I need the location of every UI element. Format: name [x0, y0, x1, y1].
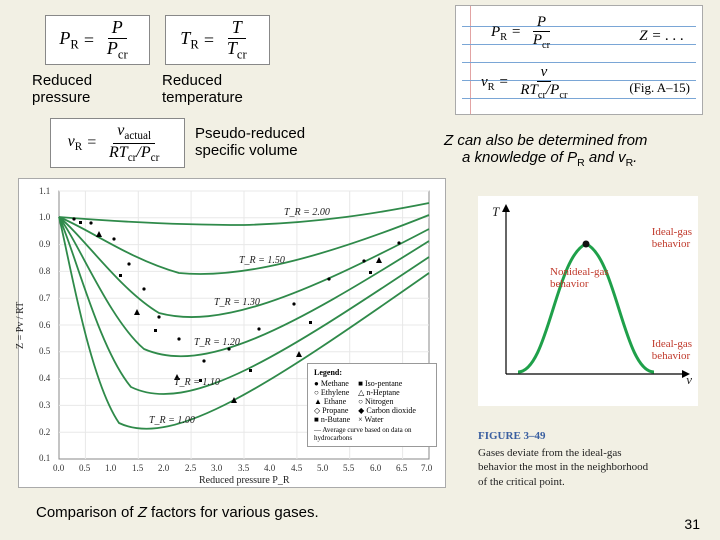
- tr-lhs: TR: [180, 28, 198, 53]
- ytick: 0.5: [39, 346, 50, 356]
- ytick: 1.0: [39, 212, 50, 222]
- xtick: 6.5: [396, 463, 407, 473]
- xtick: 1.0: [105, 463, 116, 473]
- ytick: 0.7: [39, 293, 50, 303]
- diagram-ideal-label-right: Ideal-gasbehavior: [652, 338, 692, 362]
- xtick: 5.5: [343, 463, 354, 473]
- ytick: 1.1: [39, 186, 50, 196]
- tr-label-1: T_R = 1.50: [239, 255, 285, 266]
- xtick: 7.0: [421, 463, 432, 473]
- z-note: Z can also be determined from a knowledg…: [444, 132, 647, 169]
- xtick: 2.5: [185, 463, 196, 473]
- figure-caption-text: Gases deviate from the ideal-gas behavio…: [478, 446, 708, 489]
- xtick: 1.5: [132, 463, 143, 473]
- y-axis-label: Z = Pv / RT: [15, 302, 26, 349]
- equation-tr: TR = T Tcr: [165, 15, 270, 65]
- xtick: 2.0: [158, 463, 169, 473]
- tr-frac: T Tcr: [223, 18, 251, 62]
- label-pseudo-reduced: Pseudo-reduced specific volume: [195, 125, 305, 159]
- xtick: 4.5: [291, 463, 302, 473]
- diagram-y-axis: T: [492, 204, 499, 220]
- xtick: 0.5: [79, 463, 90, 473]
- ytick: 0.4: [39, 373, 50, 383]
- notes-fig: (Fig. A–15): [629, 80, 690, 96]
- chart-caption: Comparison of Z factors for various gase…: [36, 504, 319, 521]
- tr-label-4: T_R = 1.10: [174, 377, 220, 388]
- ytick: 0.1: [39, 453, 50, 463]
- label-reduced-pressure: Reduced pressure: [32, 72, 92, 106]
- equation-pr: PR = P Pcr: [45, 15, 150, 65]
- tr-label-3: T_R = 1.20: [194, 337, 240, 348]
- chart-legend: Legend: ● Methane ○ Ethylene ▲ Ethane ◇ …: [307, 363, 437, 447]
- tr-label-5: T_R = 1.00: [149, 415, 195, 426]
- xtick: 5.0: [317, 463, 328, 473]
- equation-vr: vR = vactual RTcr/Pcr: [50, 118, 185, 168]
- ytick: 0.8: [39, 266, 50, 276]
- ideal-gas-diagram: T v Ideal-gasbehavior Nonideal-gasbehavi…: [478, 196, 698, 406]
- page-number: 31: [684, 516, 700, 532]
- xtick: 3.0: [211, 463, 222, 473]
- xtick: 6.0: [370, 463, 381, 473]
- xtick: 4.0: [264, 463, 275, 473]
- diagram-x-axis: v: [686, 372, 692, 388]
- pr-lhs: PR: [59, 28, 78, 53]
- diagram-nonideal-label: Nonideal-gasbehavior: [550, 266, 609, 290]
- notes-eq2: vR = vRTcr/Pcr: [481, 64, 576, 101]
- x-axis-label: Reduced pressure P_R: [199, 475, 290, 486]
- ytick: 0.6: [39, 320, 50, 330]
- tr-label-2: T_R = 1.30: [214, 297, 260, 308]
- label-reduced-temperature: Reduced temperature: [162, 72, 243, 106]
- figure-number: FIGURE 3–49: [478, 430, 546, 442]
- xtick: 0.0: [53, 463, 64, 473]
- vr-lhs: vR: [68, 133, 83, 153]
- tr-label-0: T_R = 2.00: [284, 207, 330, 218]
- pr-frac: P Pcr: [103, 18, 132, 62]
- xtick: 3.5: [238, 463, 249, 473]
- notes-box: PR = PPcr Z = . . . vR = vRTcr/Pcr (Fig.…: [455, 5, 703, 115]
- notes-z: Z = . . .: [639, 28, 684, 45]
- ytick: 0.2: [39, 427, 50, 437]
- ytick: 0.3: [39, 400, 50, 410]
- vr-frac: vactual RTcr/Pcr: [105, 122, 163, 164]
- diagram-ideal-label-top: Ideal-gasbehavior: [652, 226, 692, 250]
- notes-eq1: PR = PPcr: [491, 14, 558, 51]
- ytick: 0.9: [39, 239, 50, 249]
- z-factor-chart: T_R = 2.00 T_R = 1.50 T_R = 1.30 T_R = 1…: [18, 178, 446, 488]
